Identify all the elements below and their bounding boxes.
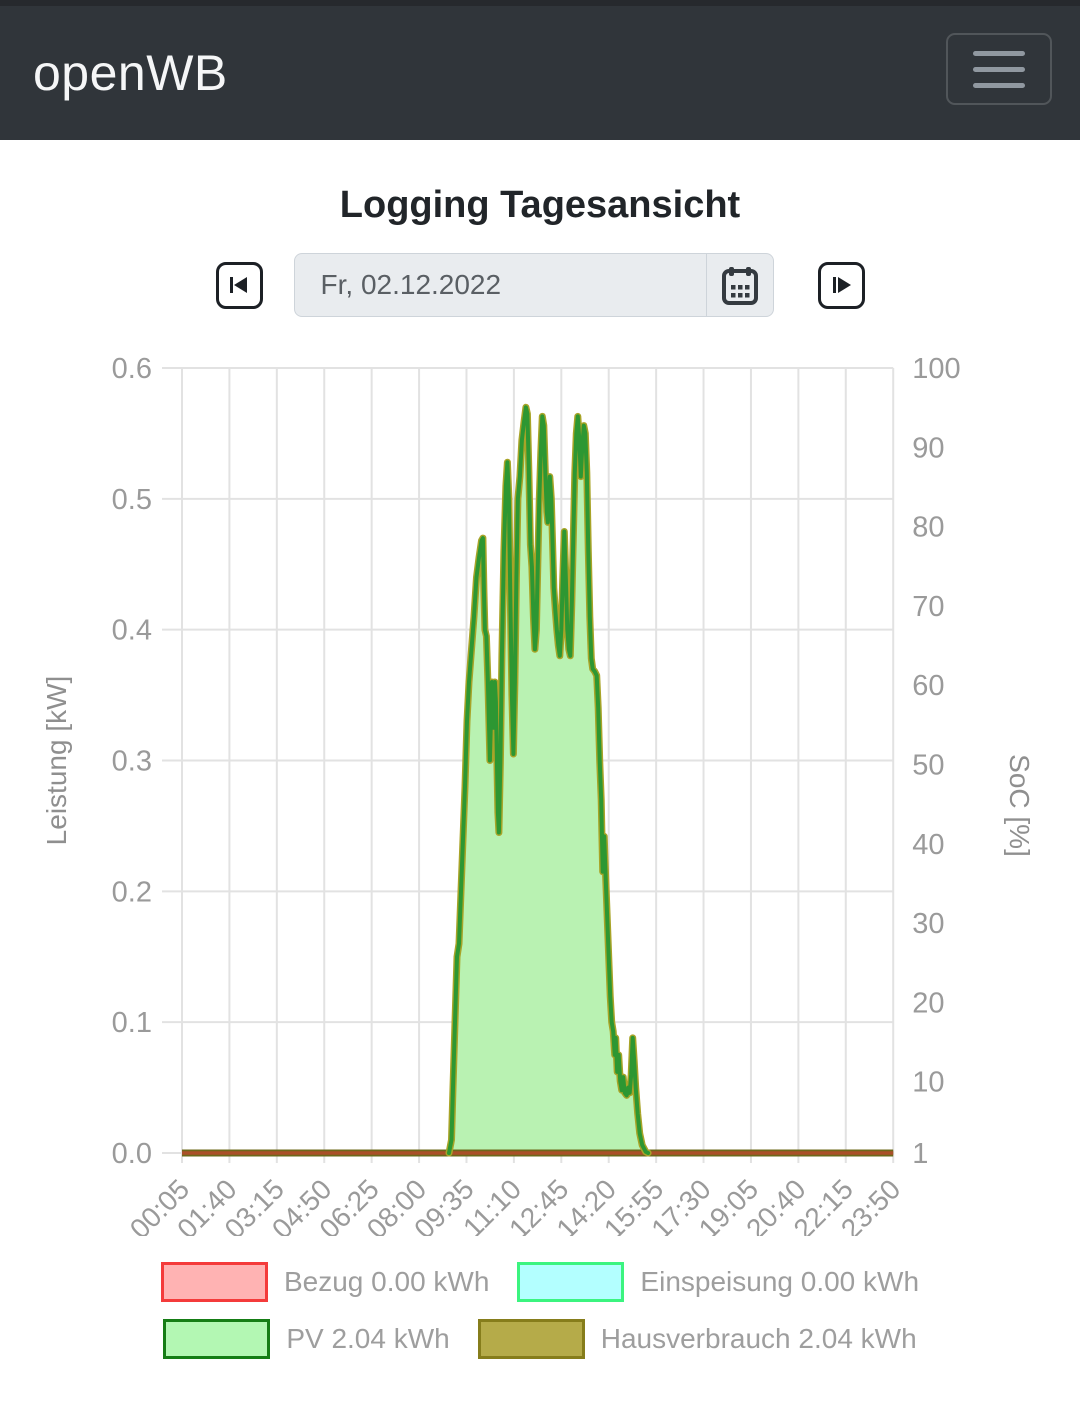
- y-left-tick-label: 0.0: [112, 1138, 152, 1170]
- pv-line: [447, 405, 651, 1155]
- calendar-icon: [721, 267, 758, 305]
- y-right-tick-label: 30: [912, 908, 944, 940]
- legend-label: Hausverbrauch 2.04 kWh: [600, 1323, 917, 1354]
- legend-item-bezug[interactable]: Bezug 0.00 kWh: [160, 1262, 490, 1302]
- legend-item-hausverbrauch[interactable]: Hausverbrauch 2.04 kWh: [477, 1319, 917, 1359]
- y-right-tick-label: 10: [912, 1067, 944, 1099]
- legend-label: Bezug 0.00 kWh: [283, 1266, 490, 1297]
- legend-label: Einspeisung 0.00 kWh: [640, 1266, 920, 1297]
- y-right-tick-label: 40: [912, 829, 944, 861]
- next-day-button[interactable]: [817, 261, 865, 309]
- pv-area: [449, 407, 649, 1153]
- y-right-tick-label: 100: [912, 353, 960, 385]
- date-input[interactable]: [294, 254, 706, 316]
- chart-legend: Bezug 0.00 kWh Einspeisung 0.00 kWh PV 2.…: [0, 1262, 1080, 1359]
- y-right-tick-label: 60: [912, 670, 944, 702]
- chart: 0.6 0.5 0.4 0.3 0.2 0.1 0.0 00:05 01:40 03:15 04:5…: [0, 330, 1080, 1245]
- prev-day-button[interactable]: [215, 261, 263, 309]
- legend-item-pv[interactable]: PV 2.04 kWh: [163, 1319, 450, 1359]
- app-brand: openWB: [33, 45, 228, 101]
- y-right-tick-label: 50: [912, 749, 944, 781]
- y-left-tick-label: 0.2: [112, 876, 152, 908]
- y-right-tick-label: 80: [912, 512, 944, 544]
- legend-swatch: [517, 1262, 625, 1302]
- y-left-tick-label: 0.5: [112, 484, 152, 516]
- y-right-tick-label: 90: [912, 432, 944, 464]
- y-left-axis-title: Leistung [kW]: [41, 676, 72, 846]
- y-right-tick-label: 70: [912, 591, 944, 623]
- legend-row: PV 2.04 kWh Hausverbrauch 2.04 kWh: [163, 1319, 917, 1359]
- date-input-group: [293, 253, 774, 317]
- y-left-tick-label: 0.1: [112, 1007, 152, 1039]
- legend-item-einspeisung[interactable]: Einspeisung 0.00 kWh: [517, 1262, 919, 1302]
- y-right-tick-label: 1: [912, 1138, 928, 1170]
- y-left-tick-label: 0.3: [112, 746, 152, 778]
- logging-chart-canvas[interactable]: 0.60.50.40.30.20.10.000:0501:4003:1504:5…: [0, 330, 1080, 1245]
- legend-label: PV 2.04 kWh: [286, 1323, 450, 1354]
- calendar-button[interactable]: [705, 254, 773, 316]
- y-left-tick-label: 0.6: [112, 353, 152, 385]
- menu-button[interactable]: [946, 33, 1052, 105]
- page-title: Logging Tagesansicht: [339, 184, 741, 226]
- legend-swatch: [163, 1319, 271, 1359]
- y-right-axis-title: SoC [%]: [1004, 754, 1035, 857]
- app-header: openWB: [0, 0, 1080, 140]
- date-nav: [0, 252, 1080, 318]
- y-left-tick-label: 0.4: [112, 615, 152, 647]
- hamburger-icon: [973, 50, 1025, 56]
- y-right-tick-label: 20: [912, 987, 944, 1019]
- step-forward-icon: [833, 277, 851, 293]
- legend-swatch: [477, 1319, 585, 1359]
- legend-row: Bezug 0.00 kWh Einspeisung 0.00 kWh: [160, 1262, 919, 1302]
- step-backward-icon: [230, 277, 247, 293]
- legend-swatch: [160, 1262, 268, 1302]
